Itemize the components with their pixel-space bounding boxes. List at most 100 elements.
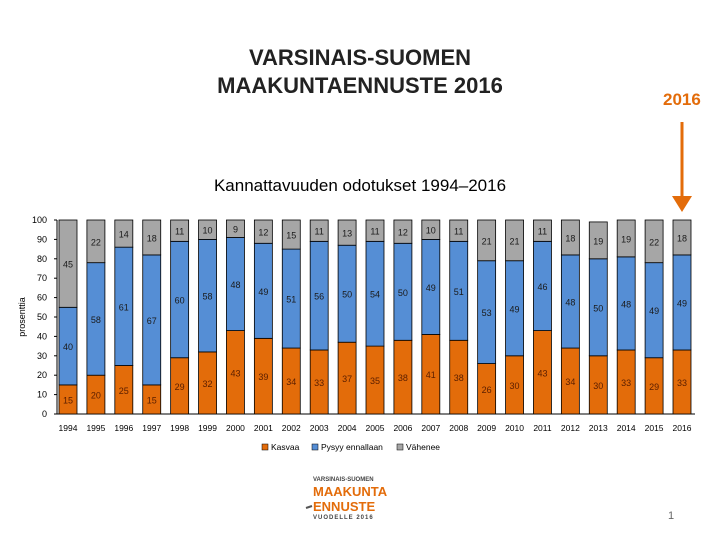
data-label: 48 (230, 280, 240, 290)
bar-segment-vähenee (170, 219, 190, 242)
data-label: 9 (233, 225, 238, 235)
data-label: 11 (370, 227, 379, 237)
data-label: 39 (258, 372, 268, 382)
data-label: 11 (315, 227, 324, 237)
data-label: 11 (538, 227, 547, 237)
logo: VARSINAIS-SUOMEN MAAKUNTA ENNUSTE VUODEL… (313, 476, 413, 522)
x-tick-label: 1994 (59, 423, 78, 433)
data-label: 12 (258, 228, 268, 238)
data-label: 61 (119, 302, 129, 312)
x-tick-label: 2003 (310, 423, 329, 433)
x-tick-label: 2005 (366, 423, 385, 433)
x-tick-label: 2016 (673, 423, 692, 433)
legend-swatch (261, 443, 269, 451)
data-label: 13 (342, 229, 352, 239)
y-tick-label: 90 (37, 234, 47, 244)
y-tick-label: 70 (37, 273, 47, 283)
data-label: 37 (342, 374, 352, 384)
data-label: 20 (91, 391, 101, 401)
data-label: 51 (286, 295, 296, 305)
legend-swatch (396, 443, 404, 451)
data-label: 19 (621, 234, 631, 244)
data-label: 49 (510, 304, 520, 314)
logo-line3: ENNUSTE (313, 499, 376, 514)
bar-segment-vähenee (226, 219, 245, 238)
chart-title: Kannattavuuden odotukset 1994–2016 (213, 176, 507, 195)
data-label: 21 (510, 236, 520, 246)
data-label: 33 (314, 378, 324, 388)
bar-segment-vähenee (281, 219, 301, 250)
x-tick-label: 2012 (561, 423, 580, 433)
data-label: 38 (398, 373, 408, 383)
bar-segment-vähenee (309, 219, 329, 242)
data-label: 21 (482, 236, 492, 246)
data-label: 49 (649, 306, 659, 316)
data-label: 14 (119, 230, 129, 240)
x-tick-label: 2011 (533, 423, 552, 433)
data-label: 15 (63, 395, 73, 405)
data-label: 15 (286, 231, 296, 241)
data-label: 35 (370, 376, 380, 386)
bar-segment-vähenee (449, 219, 469, 242)
bar-segment-vähenee (644, 219, 664, 264)
logo-line4: VUODELLE 2016 (313, 515, 374, 521)
data-label: 30 (593, 381, 603, 391)
x-tick-label: 1996 (114, 423, 133, 433)
arrow-head-icon (672, 196, 692, 212)
x-tick-label: 2013 (589, 423, 608, 433)
data-label: 30 (510, 381, 520, 391)
data-label: 43 (230, 368, 240, 378)
data-label: 51 (454, 287, 464, 297)
data-label: 38 (454, 373, 464, 383)
y-tick-label: 30 (37, 351, 47, 361)
y-tick-label: 100 (32, 215, 47, 225)
bar-segment-vähenee (86, 219, 106, 264)
data-label: 26 (482, 385, 492, 395)
x-tick-label: 2014 (617, 423, 636, 433)
data-label: 50 (342, 290, 352, 300)
x-tick-label: 2000 (226, 423, 245, 433)
data-label: 11 (175, 227, 184, 237)
logo-line2: MAAKUNTA (313, 484, 388, 499)
y-tick-label: 80 (37, 254, 47, 264)
data-label: 22 (649, 237, 659, 247)
x-tick-label: 1998 (170, 423, 189, 433)
slide-title-line2: MAAKUNTAENNUSTE 2016 (217, 73, 503, 98)
x-tick-label: 2009 (477, 423, 496, 433)
data-label: 60 (175, 296, 185, 306)
data-label: 18 (147, 233, 157, 243)
data-label: 34 (565, 377, 575, 387)
data-label: 50 (398, 288, 408, 298)
bar-segment-vähenee (142, 219, 162, 256)
x-tick-label: 2010 (505, 423, 524, 433)
x-tick-label: 1999 (198, 423, 217, 433)
data-label: 67 (147, 316, 157, 326)
bar-segment-vähenee (114, 219, 134, 248)
y-tick-label: 10 (37, 390, 47, 400)
data-label: 18 (677, 233, 687, 243)
data-label: 48 (565, 297, 575, 307)
bar-segment-vähenee (337, 219, 357, 246)
bar-segment-vähenee (393, 219, 413, 244)
data-label: 50 (593, 303, 603, 313)
x-tick-label: 2015 (645, 423, 664, 433)
y-tick-label: 60 (37, 293, 47, 303)
data-label: 19 (593, 236, 603, 246)
logo-line1: VARSINAIS-SUOMEN (313, 477, 374, 483)
data-label: 22 (91, 237, 101, 247)
data-label: 33 (621, 378, 631, 388)
bar-segment-vähenee (560, 219, 580, 256)
bar-segment-vähenee (533, 219, 552, 242)
data-label: 53 (482, 308, 492, 318)
data-label: 11 (454, 227, 463, 237)
data-label: 34 (286, 377, 296, 387)
data-label: 29 (649, 382, 659, 392)
data-label: 15 (147, 395, 157, 405)
x-tick-label: 2006 (393, 423, 412, 433)
slide-title-line1: VARSINAIS-SUOMEN (248, 45, 472, 70)
logo-swoosh-icon (305, 505, 313, 509)
data-label: 10 (203, 226, 213, 236)
bar-segment-vähenee (672, 219, 692, 256)
x-tick-label: 1997 (142, 423, 161, 433)
